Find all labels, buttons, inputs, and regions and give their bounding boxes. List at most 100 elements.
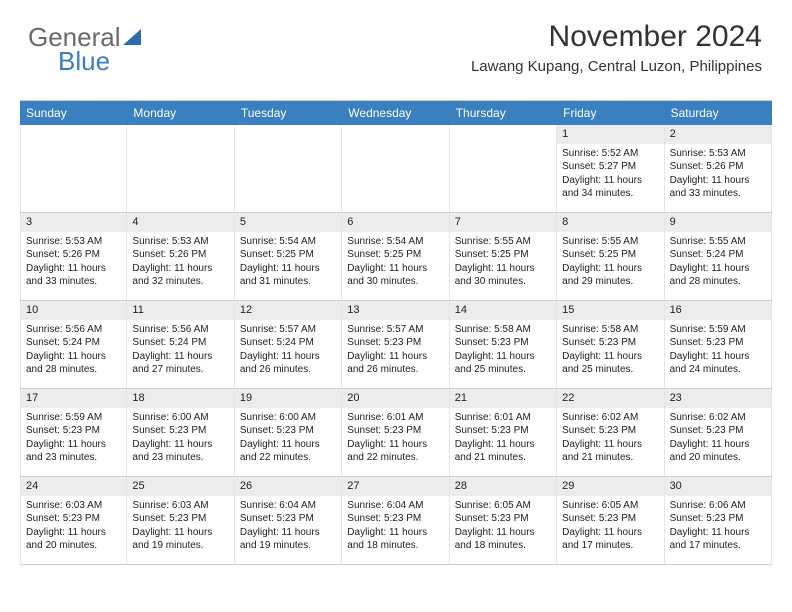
sunrise-text: Sunrise: 5:53 AM — [26, 235, 121, 249]
dayhead-wednesday: Wednesday — [342, 101, 449, 125]
day-body: Sunrise: 5:53 AMSunset: 5:26 PMDaylight:… — [21, 232, 126, 294]
sunrise-text: Sunrise: 5:57 AM — [347, 323, 443, 337]
sunset-text: Sunset: 5:25 PM — [347, 248, 443, 262]
day-body — [127, 144, 233, 152]
daylight-text: Daylight: 11 hours and 28 minutes. — [26, 350, 121, 377]
calendar-cell: 15Sunrise: 5:58 AMSunset: 5:23 PMDayligh… — [557, 301, 664, 389]
calendar-cell: 19Sunrise: 6:00 AMSunset: 5:23 PMDayligh… — [235, 389, 342, 477]
day-body: Sunrise: 5:58 AMSunset: 5:23 PMDaylight:… — [557, 320, 663, 382]
logo-triangle-icon — [123, 29, 143, 47]
day-number: 6 — [342, 213, 448, 232]
day-number: 21 — [450, 389, 556, 408]
sunrise-text: Sunrise: 6:06 AM — [670, 499, 766, 513]
sunset-text: Sunset: 5:26 PM — [132, 248, 228, 262]
day-body: Sunrise: 5:54 AMSunset: 5:25 PMDaylight:… — [235, 232, 341, 294]
dayhead-sunday: Sunday — [20, 101, 127, 125]
sunset-text: Sunset: 5:23 PM — [670, 424, 766, 438]
calendar-cell: 23Sunrise: 6:02 AMSunset: 5:23 PMDayligh… — [665, 389, 772, 477]
day-number — [127, 125, 233, 144]
day-number: 9 — [665, 213, 771, 232]
sunrise-text: Sunrise: 6:02 AM — [562, 411, 658, 425]
sunrise-text: Sunrise: 6:00 AM — [240, 411, 336, 425]
day-number: 17 — [21, 389, 126, 408]
calendar-cell — [450, 125, 557, 213]
day-number: 11 — [127, 301, 233, 320]
sunset-text: Sunset: 5:23 PM — [26, 424, 121, 438]
daylight-text: Daylight: 11 hours and 22 minutes. — [240, 438, 336, 465]
calendar-cell: 28Sunrise: 6:05 AMSunset: 5:23 PMDayligh… — [450, 477, 557, 565]
daylight-text: Daylight: 11 hours and 23 minutes. — [132, 438, 228, 465]
sunset-text: Sunset: 5:23 PM — [347, 336, 443, 350]
daylight-text: Daylight: 11 hours and 23 minutes. — [26, 438, 121, 465]
sunset-text: Sunset: 5:23 PM — [670, 336, 766, 350]
sunset-text: Sunset: 5:25 PM — [240, 248, 336, 262]
day-body: Sunrise: 6:04 AMSunset: 5:23 PMDaylight:… — [235, 496, 341, 558]
day-number — [450, 125, 556, 144]
daylight-text: Daylight: 11 hours and 21 minutes. — [455, 438, 551, 465]
sunset-text: Sunset: 5:23 PM — [562, 336, 658, 350]
day-number: 1 — [557, 125, 663, 144]
day-body: Sunrise: 6:06 AMSunset: 5:23 PMDaylight:… — [665, 496, 771, 558]
calendar-cell: 9Sunrise: 5:55 AMSunset: 5:24 PMDaylight… — [665, 213, 772, 301]
day-body — [450, 144, 556, 152]
day-body: Sunrise: 5:55 AMSunset: 5:24 PMDaylight:… — [665, 232, 771, 294]
sunrise-text: Sunrise: 5:55 AM — [670, 235, 766, 249]
calendar-cell: 16Sunrise: 5:59 AMSunset: 5:23 PMDayligh… — [665, 301, 772, 389]
day-body: Sunrise: 5:53 AMSunset: 5:26 PMDaylight:… — [665, 144, 771, 206]
day-body: Sunrise: 5:55 AMSunset: 5:25 PMDaylight:… — [557, 232, 663, 294]
daylight-text: Daylight: 11 hours and 22 minutes. — [347, 438, 443, 465]
sunset-text: Sunset: 5:24 PM — [670, 248, 766, 262]
daylight-text: Daylight: 11 hours and 24 minutes. — [670, 350, 766, 377]
sunset-text: Sunset: 5:23 PM — [455, 424, 551, 438]
day-body: Sunrise: 6:01 AMSunset: 5:23 PMDaylight:… — [450, 408, 556, 470]
daylight-text: Daylight: 11 hours and 26 minutes. — [240, 350, 336, 377]
sunset-text: Sunset: 5:24 PM — [240, 336, 336, 350]
day-body: Sunrise: 5:52 AMSunset: 5:27 PMDaylight:… — [557, 144, 663, 206]
day-number: 5 — [235, 213, 341, 232]
calendar-cell: 17Sunrise: 5:59 AMSunset: 5:23 PMDayligh… — [20, 389, 127, 477]
daylight-text: Daylight: 11 hours and 19 minutes. — [132, 526, 228, 553]
day-body: Sunrise: 6:03 AMSunset: 5:23 PMDaylight:… — [127, 496, 233, 558]
dayhead-tuesday: Tuesday — [235, 101, 342, 125]
sunset-text: Sunset: 5:23 PM — [240, 512, 336, 526]
day-number: 18 — [127, 389, 233, 408]
day-body: Sunrise: 6:02 AMSunset: 5:23 PMDaylight:… — [665, 408, 771, 470]
sunrise-text: Sunrise: 6:04 AM — [240, 499, 336, 513]
sunrise-text: Sunrise: 5:57 AM — [240, 323, 336, 337]
calendar-cell: 11Sunrise: 5:56 AMSunset: 5:24 PMDayligh… — [127, 301, 234, 389]
location-subtitle: Lawang Kupang, Central Luzon, Philippine… — [471, 58, 762, 75]
daylight-text: Daylight: 11 hours and 29 minutes. — [562, 262, 658, 289]
sunset-text: Sunset: 5:23 PM — [240, 424, 336, 438]
calendar-cell: 14Sunrise: 5:58 AMSunset: 5:23 PMDayligh… — [450, 301, 557, 389]
calendar-cell: 1Sunrise: 5:52 AMSunset: 5:27 PMDaylight… — [557, 125, 664, 213]
calendar-cell: 12Sunrise: 5:57 AMSunset: 5:24 PMDayligh… — [235, 301, 342, 389]
sunrise-text: Sunrise: 5:56 AM — [26, 323, 121, 337]
calendar-cell: 24Sunrise: 6:03 AMSunset: 5:23 PMDayligh… — [20, 477, 127, 565]
logo-text-blue: Blue — [58, 46, 110, 77]
daylight-text: Daylight: 11 hours and 34 minutes. — [562, 174, 658, 201]
sunrise-text: Sunrise: 6:03 AM — [132, 499, 228, 513]
daylight-text: Daylight: 11 hours and 18 minutes. — [347, 526, 443, 553]
day-body: Sunrise: 5:59 AMSunset: 5:23 PMDaylight:… — [21, 408, 126, 470]
day-number: 24 — [21, 477, 126, 496]
day-body: Sunrise: 5:59 AMSunset: 5:23 PMDaylight:… — [665, 320, 771, 382]
day-body: Sunrise: 6:00 AMSunset: 5:23 PMDaylight:… — [235, 408, 341, 470]
daylight-text: Daylight: 11 hours and 30 minutes. — [455, 262, 551, 289]
day-number: 28 — [450, 477, 556, 496]
sunset-text: Sunset: 5:27 PM — [562, 160, 658, 174]
daylight-text: Daylight: 11 hours and 17 minutes. — [670, 526, 766, 553]
daylight-text: Daylight: 11 hours and 32 minutes. — [132, 262, 228, 289]
day-number: 26 — [235, 477, 341, 496]
calendar-cell: 8Sunrise: 5:55 AMSunset: 5:25 PMDaylight… — [557, 213, 664, 301]
calendar-grid: SundayMondayTuesdayWednesdayThursdayFrid… — [20, 100, 772, 565]
sunrise-text: Sunrise: 6:04 AM — [347, 499, 443, 513]
daylight-text: Daylight: 11 hours and 25 minutes. — [562, 350, 658, 377]
day-body: Sunrise: 6:05 AMSunset: 5:23 PMDaylight:… — [557, 496, 663, 558]
calendar-cell: 13Sunrise: 5:57 AMSunset: 5:23 PMDayligh… — [342, 301, 449, 389]
sunset-text: Sunset: 5:23 PM — [455, 512, 551, 526]
dayhead-thursday: Thursday — [450, 101, 557, 125]
sunrise-text: Sunrise: 6:02 AM — [670, 411, 766, 425]
calendar-cell: 6Sunrise: 5:54 AMSunset: 5:25 PMDaylight… — [342, 213, 449, 301]
day-number: 14 — [450, 301, 556, 320]
daylight-text: Daylight: 11 hours and 33 minutes. — [670, 174, 766, 201]
